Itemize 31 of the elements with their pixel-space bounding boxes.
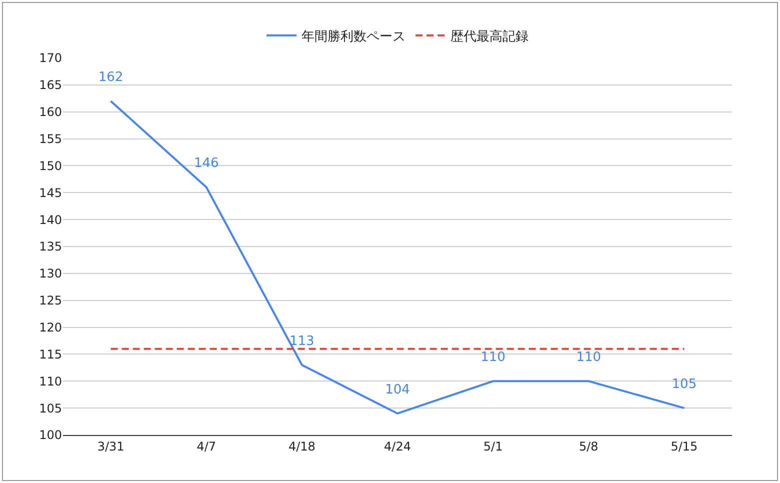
x-tick-label: 3/31	[97, 439, 124, 454]
data-label: 105	[672, 376, 697, 392]
y-tick-label: 165	[39, 78, 62, 92]
data-label: 104	[385, 382, 410, 398]
y-tick-label: 140	[39, 212, 62, 227]
y-tick-label: 115	[39, 347, 62, 362]
x-tick-label: 4/24	[384, 439, 411, 454]
x-tick-label: 5/8	[578, 439, 598, 454]
y-tick-label: 170	[39, 51, 62, 66]
x-tick-label: 4/18	[288, 439, 316, 454]
data-label: 110	[576, 350, 602, 365]
y-tick-label: 135	[39, 240, 62, 254]
y-tick-label: 125	[39, 294, 62, 308]
y-tick-label: 150	[39, 158, 62, 173]
y-tick-label: 130	[39, 266, 62, 281]
y-tick-label: 160	[39, 105, 62, 120]
y-tick-label: 105	[39, 401, 62, 416]
y-tick-label: 120	[39, 320, 62, 334]
data-label: 113	[290, 334, 314, 349]
x-tick-label: 5/15	[670, 439, 698, 454]
data-label: 162	[98, 70, 124, 85]
y-tick-label: 145	[39, 186, 62, 200]
y-tick-label: 155	[39, 132, 62, 146]
y-tick-label: 110	[39, 374, 62, 388]
x-tick-label: 4/7	[196, 439, 216, 454]
data-label: 146	[194, 156, 219, 172]
y-tick-label: 100	[39, 428, 62, 442]
x-tick-label: 5/1	[483, 439, 503, 454]
data-label: 110	[480, 350, 506, 365]
legend-label: 年間勝利数ペース	[302, 29, 406, 44]
legend-label: 歴代最高記録	[450, 28, 528, 44]
